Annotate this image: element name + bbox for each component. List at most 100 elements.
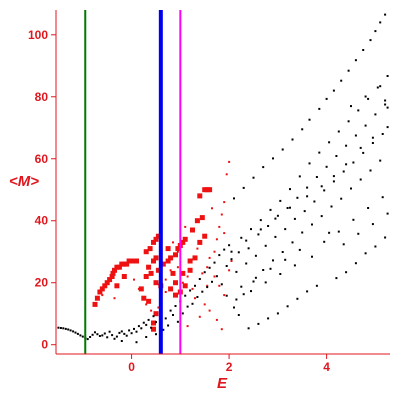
x-tick-label: 0	[128, 360, 135, 374]
data-point	[218, 284, 221, 287]
data-point	[237, 314, 240, 316]
data-point	[103, 332, 106, 335]
data-point	[276, 312, 279, 315]
data-point	[104, 280, 110, 286]
data-point	[284, 228, 287, 231]
data-point	[134, 258, 139, 264]
vertical-lines-layer	[84, 10, 182, 354]
data-point	[203, 303, 206, 306]
data-point	[223, 294, 226, 297]
data-point	[384, 236, 387, 239]
data-point	[367, 97, 370, 100]
data-point	[86, 338, 89, 341]
data-point	[189, 260, 192, 262]
data-point	[381, 196, 384, 199]
data-point	[173, 252, 178, 258]
data-point	[281, 251, 284, 253]
data-point	[145, 303, 148, 306]
data-point	[176, 266, 179, 269]
data-point	[206, 284, 209, 287]
data-point	[123, 332, 126, 335]
data-point	[386, 212, 389, 215]
data-point	[374, 113, 377, 116]
data-point	[257, 233, 260, 236]
data-point	[110, 270, 116, 276]
data-point	[111, 334, 114, 337]
data-point	[174, 305, 177, 307]
data-point	[206, 286, 209, 289]
data-point	[97, 289, 103, 295]
data-point	[69, 329, 72, 332]
data-point	[350, 105, 352, 108]
data-point	[371, 142, 374, 144]
data-point	[143, 274, 149, 279]
data-point	[150, 326, 153, 329]
data-point	[262, 166, 265, 169]
data-point	[203, 271, 206, 274]
data-point	[113, 297, 116, 300]
data-point	[332, 180, 335, 183]
data-point	[233, 306, 235, 309]
data-point	[264, 281, 267, 284]
data-point	[274, 235, 277, 238]
data-point	[359, 178, 362, 181]
data-point	[198, 315, 201, 318]
data-point	[215, 275, 218, 278]
data-point	[293, 217, 296, 220]
data-point	[289, 188, 291, 191]
data-point	[138, 286, 144, 292]
data-point	[194, 218, 200, 224]
data-point	[235, 298, 238, 301]
data-point	[218, 254, 221, 257]
data-point	[306, 186, 309, 189]
data-point	[369, 39, 372, 42]
data-point	[62, 327, 65, 330]
data-point	[211, 280, 213, 283]
data-point	[153, 255, 159, 261]
data-point	[168, 286, 174, 292]
data-point	[345, 144, 348, 147]
data-point	[101, 334, 104, 337]
data-point	[140, 327, 143, 330]
data-point	[151, 258, 156, 264]
data-point	[337, 130, 340, 133]
data-point	[79, 334, 82, 337]
data-point	[342, 170, 345, 173]
data-point	[289, 206, 291, 209]
data-point	[199, 215, 205, 221]
data-point	[124, 261, 130, 267]
data-point	[228, 269, 231, 272]
data-point	[157, 306, 160, 309]
data-point	[342, 243, 345, 246]
data-point	[374, 245, 377, 248]
data-point	[332, 175, 335, 178]
data-point	[108, 330, 111, 333]
data-point	[245, 239, 248, 242]
data-point	[115, 335, 118, 338]
data-point	[354, 59, 357, 62]
data-point	[81, 335, 84, 338]
data-point	[274, 217, 277, 220]
data-point	[116, 264, 122, 270]
data-point	[220, 328, 223, 331]
data-point	[162, 328, 165, 331]
data-point	[155, 233, 161, 239]
data-point	[189, 289, 192, 292]
data-point	[180, 270, 186, 276]
data-point	[374, 30, 377, 33]
data-point	[146, 264, 152, 270]
data-point	[137, 287, 140, 290]
data-point	[386, 106, 389, 109]
data-point	[206, 266, 209, 269]
data-point	[112, 267, 117, 273]
data-point	[147, 318, 150, 321]
data-point	[362, 49, 365, 51]
data-point	[381, 133, 384, 135]
x-tick-label: 4	[323, 360, 330, 374]
data-point	[337, 230, 340, 233]
data-point	[186, 305, 189, 308]
data-point	[332, 89, 335, 92]
data-point	[182, 236, 188, 242]
data-point	[150, 309, 153, 312]
y-tick-label: 60	[35, 152, 49, 166]
